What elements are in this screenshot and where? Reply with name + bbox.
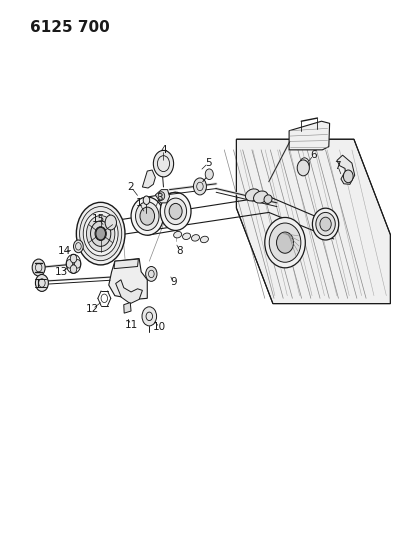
Ellipse shape bbox=[160, 192, 191, 230]
Polygon shape bbox=[155, 190, 170, 203]
Ellipse shape bbox=[95, 227, 106, 240]
Ellipse shape bbox=[83, 212, 118, 256]
Ellipse shape bbox=[174, 231, 182, 238]
Circle shape bbox=[73, 240, 83, 253]
Ellipse shape bbox=[246, 189, 260, 201]
Ellipse shape bbox=[169, 204, 182, 219]
Polygon shape bbox=[236, 139, 390, 304]
Text: 11: 11 bbox=[124, 320, 137, 330]
Ellipse shape bbox=[264, 195, 272, 204]
Text: 14: 14 bbox=[58, 246, 71, 256]
Polygon shape bbox=[337, 155, 355, 184]
Ellipse shape bbox=[140, 207, 155, 225]
Circle shape bbox=[344, 170, 353, 183]
Ellipse shape bbox=[182, 233, 191, 239]
Ellipse shape bbox=[313, 208, 339, 240]
Ellipse shape bbox=[76, 203, 125, 265]
Text: 2: 2 bbox=[128, 182, 134, 192]
Polygon shape bbox=[109, 259, 147, 300]
Circle shape bbox=[35, 274, 49, 292]
Polygon shape bbox=[114, 259, 138, 269]
Circle shape bbox=[143, 196, 150, 205]
Circle shape bbox=[158, 192, 165, 200]
Circle shape bbox=[297, 160, 309, 176]
Ellipse shape bbox=[86, 216, 115, 252]
Text: 10: 10 bbox=[153, 322, 166, 333]
Polygon shape bbox=[124, 303, 131, 313]
Ellipse shape bbox=[265, 217, 305, 268]
Circle shape bbox=[146, 266, 157, 281]
Ellipse shape bbox=[200, 236, 208, 243]
Ellipse shape bbox=[131, 197, 164, 235]
Ellipse shape bbox=[165, 198, 186, 224]
Circle shape bbox=[70, 265, 77, 273]
Text: 13: 13 bbox=[55, 267, 68, 277]
Text: 6125 700: 6125 700 bbox=[30, 20, 109, 35]
Text: 6: 6 bbox=[310, 150, 317, 160]
Text: 3: 3 bbox=[156, 192, 163, 203]
Text: 8: 8 bbox=[176, 246, 183, 256]
Ellipse shape bbox=[269, 223, 301, 262]
Circle shape bbox=[32, 259, 45, 276]
Text: 4: 4 bbox=[160, 145, 167, 155]
Polygon shape bbox=[115, 280, 142, 304]
Circle shape bbox=[205, 169, 213, 180]
Ellipse shape bbox=[316, 213, 335, 236]
Ellipse shape bbox=[80, 207, 122, 261]
Circle shape bbox=[193, 178, 206, 195]
Ellipse shape bbox=[277, 232, 293, 253]
Text: 9: 9 bbox=[170, 277, 177, 287]
Circle shape bbox=[153, 150, 174, 177]
Circle shape bbox=[96, 227, 106, 240]
Polygon shape bbox=[289, 121, 330, 150]
Text: 5: 5 bbox=[205, 158, 211, 168]
Ellipse shape bbox=[191, 235, 200, 241]
Text: 1: 1 bbox=[136, 198, 142, 208]
Polygon shape bbox=[142, 170, 155, 188]
Text: 7: 7 bbox=[335, 161, 341, 171]
Ellipse shape bbox=[320, 217, 331, 231]
Circle shape bbox=[70, 254, 77, 263]
Circle shape bbox=[66, 260, 73, 268]
Text: 12: 12 bbox=[86, 304, 99, 314]
Circle shape bbox=[74, 260, 81, 268]
Circle shape bbox=[105, 215, 116, 230]
Circle shape bbox=[299, 158, 309, 171]
Ellipse shape bbox=[135, 202, 159, 230]
Ellipse shape bbox=[253, 191, 268, 203]
Circle shape bbox=[142, 307, 157, 326]
Text: 15: 15 bbox=[92, 214, 105, 224]
Ellipse shape bbox=[91, 221, 111, 246]
